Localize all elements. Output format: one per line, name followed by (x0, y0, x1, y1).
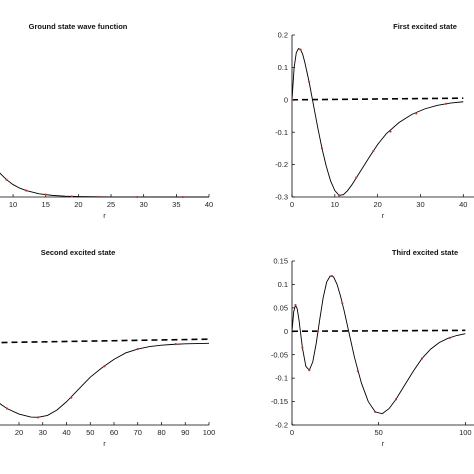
data-point (448, 336, 451, 339)
x-tick-label: 30 (416, 200, 424, 209)
chart-panel-2: 0 10 20 30 40 0.2 0.1 0 -0.1 -0.2 -0.3 First excite… (275, 22, 474, 220)
y-tick-label: -0.3 (275, 193, 288, 202)
data-point (330, 274, 333, 278)
data-point (372, 149, 375, 153)
x-tick-label: 50 (86, 428, 94, 437)
data-point (320, 147, 324, 150)
data-point (174, 342, 177, 346)
chart-title: Ground state wave function (29, 22, 128, 31)
wave-function-line (292, 48, 464, 196)
x-tick-label: 0 (290, 428, 294, 437)
chart-title: Second excited state (41, 248, 116, 257)
data-point (394, 398, 398, 401)
x-tick-label: 60 (110, 428, 118, 437)
data-point (389, 130, 392, 133)
data-point (355, 176, 358, 179)
data-point (36, 416, 40, 419)
x-tick-label: 0 (290, 200, 294, 209)
x-tick-label: 20 (373, 200, 381, 209)
x-tick-label: 10 (331, 200, 339, 209)
chart-panel-1: 10 15 20 25 30 35 40 Ground state wave function… (0, 22, 213, 220)
x-axis-label: r (103, 211, 106, 220)
data-point (136, 195, 139, 199)
x-tick-label: 80 (157, 428, 165, 437)
chart-panel-4: 0 50 100 0.15 0.1 0.05 0 -0.05 -0.1 -0.15 -0.2 Thir… (271, 248, 474, 448)
wave-function-line (0, 342, 209, 418)
data-point (103, 365, 106, 368)
data-point (44, 193, 47, 196)
dashed-reference-line (0, 338, 209, 344)
y-tick-label: 0.1 (278, 63, 288, 72)
data-point (420, 357, 424, 360)
x-tick-label: 40 (62, 428, 70, 437)
data-point (25, 189, 28, 192)
wave-function-line (292, 275, 466, 415)
data-point (70, 396, 73, 399)
wave-function-line (0, 172, 209, 198)
y-tick-label: -0.15 (271, 397, 288, 406)
y-tick-label: 0.2 (278, 31, 288, 40)
x-tick-label: 90 (181, 428, 189, 437)
data-point (96, 195, 100, 198)
x-tick-label: 30 (39, 428, 47, 437)
data-point (301, 346, 304, 349)
y-tick-label: 0.05 (273, 303, 288, 312)
chart-title: Third excited state (392, 248, 458, 257)
data-point (415, 112, 418, 115)
x-axis-label: r (382, 439, 385, 448)
data-point (316, 330, 320, 333)
y-tick-label: -0.2 (275, 160, 288, 169)
y-tick-label: -0.2 (275, 421, 288, 430)
data-point (338, 194, 341, 197)
x-axis-label: r (382, 211, 385, 220)
x-tick-label: 50 (374, 428, 382, 437)
y-tick-label: -0.1 (275, 374, 288, 383)
x-tick-label: 15 (42, 200, 50, 209)
x-tick-label: 30 (140, 200, 148, 209)
x-tick-label: 10 (9, 200, 17, 209)
data-point (6, 407, 9, 410)
x-tick-label: 20 (15, 428, 23, 437)
data-point (292, 98, 294, 101)
data-point (299, 48, 302, 51)
chart-panel-3: 20 30 40 50 60 70 80 90 100 Second excited state r (0, 248, 215, 448)
dashed-reference-line (292, 329, 466, 333)
x-tick-label: 20 (74, 200, 82, 209)
y-tick-label: 0.1 (278, 280, 288, 289)
x-tick-label: 100 (459, 428, 472, 437)
y-tick-label: 0.15 (273, 257, 288, 266)
data-point (136, 347, 139, 351)
x-tick-label: 40 (205, 200, 213, 209)
data-point (308, 369, 311, 372)
y-tick-label: 0 (284, 95, 288, 104)
x-tick-label: 25 (107, 200, 115, 209)
data-point (445, 102, 448, 105)
data-point (294, 303, 297, 307)
y-tick-label: -0.05 (271, 350, 288, 359)
data-point (181, 195, 184, 199)
data-point (356, 370, 359, 373)
x-axis-label: r (103, 439, 106, 448)
data-point (70, 195, 73, 198)
x-tick-label: 40 (459, 200, 467, 209)
y-tick-label: -0.1 (275, 128, 288, 137)
x-tick-label: 70 (134, 428, 142, 437)
data-point (5, 178, 8, 181)
x-tick-label: 100 (203, 428, 216, 437)
data-point (308, 80, 311, 84)
x-tick-label: 35 (172, 200, 180, 209)
dashed-reference-line (292, 97, 464, 101)
data-point (341, 302, 344, 305)
y-tick-label: 0 (284, 327, 288, 336)
data-point (374, 410, 377, 413)
chart-title: First excited state (393, 22, 457, 31)
